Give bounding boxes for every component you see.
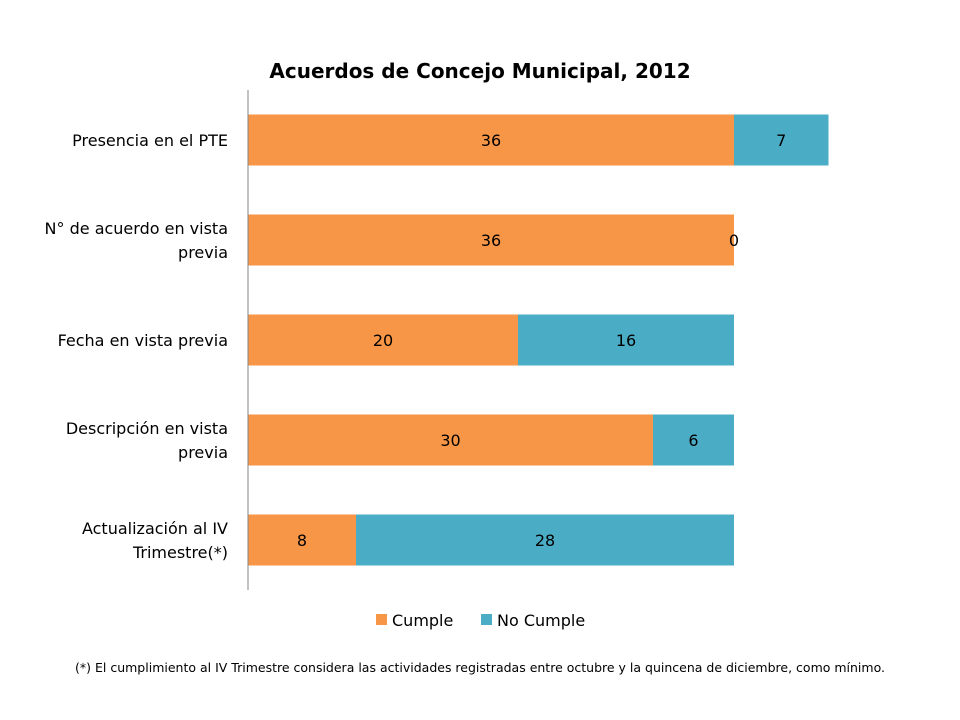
category-label: Actualización al IV Trimestre(*) [82,519,228,562]
data-label: 7 [776,131,786,150]
footnote: (*) El cumplimiento al IV Trimestre cons… [75,660,885,675]
category-label-line: Trimestre(*) [132,543,228,562]
bar-cumple [248,314,518,366]
data-label: 0 [729,231,739,250]
category-label-line: N° de acuerdo en vista [45,219,228,238]
bars-group: 36 7 36 0 20 16 30 6 8 28 [248,114,829,566]
category-label-line: Presencia en el PTE [72,131,228,150]
category-label: Presencia en el PTE [72,131,228,150]
category-labels: Presencia en el PTE N° de acuerdo en vist… [45,131,229,562]
bar-no-cumple [356,514,734,566]
data-label: 36 [481,231,501,250]
category-label-line: Descripción en vista [66,419,228,438]
data-label: 28 [535,531,555,550]
category-label-line: Actualización al IV [82,519,228,538]
bar-cumple [248,514,356,566]
category-label-line: previa [178,443,228,462]
data-label: 36 [481,131,501,150]
category-label-line: Fecha en vista previa [58,331,228,350]
legend-label: No Cumple [497,611,585,630]
data-label: 8 [297,531,307,550]
data-label: 6 [688,431,698,450]
legend-swatch-cumple [376,614,387,625]
bar-no-cumple [734,114,829,166]
category-label: N° de acuerdo en vista previa [45,219,228,262]
bar-cumple [248,414,653,466]
data-label: 30 [440,431,460,450]
legend-label: Cumple [392,611,453,630]
legend-swatch-no-cumple [481,614,492,625]
bar-cumple [248,114,734,166]
category-label: Descripción en vista previa [66,419,228,462]
bar-no-cumple [518,314,734,366]
data-label: 20 [373,331,393,350]
bar-no-cumple [653,414,734,466]
legend: Cumple No Cumple [376,611,585,630]
chart-title: Acuerdos de Concejo Municipal, 2012 [269,59,690,83]
data-label: 16 [616,331,636,350]
bar-cumple [248,214,734,266]
category-label-line: previa [178,243,228,262]
category-label: Fecha en vista previa [58,331,228,350]
